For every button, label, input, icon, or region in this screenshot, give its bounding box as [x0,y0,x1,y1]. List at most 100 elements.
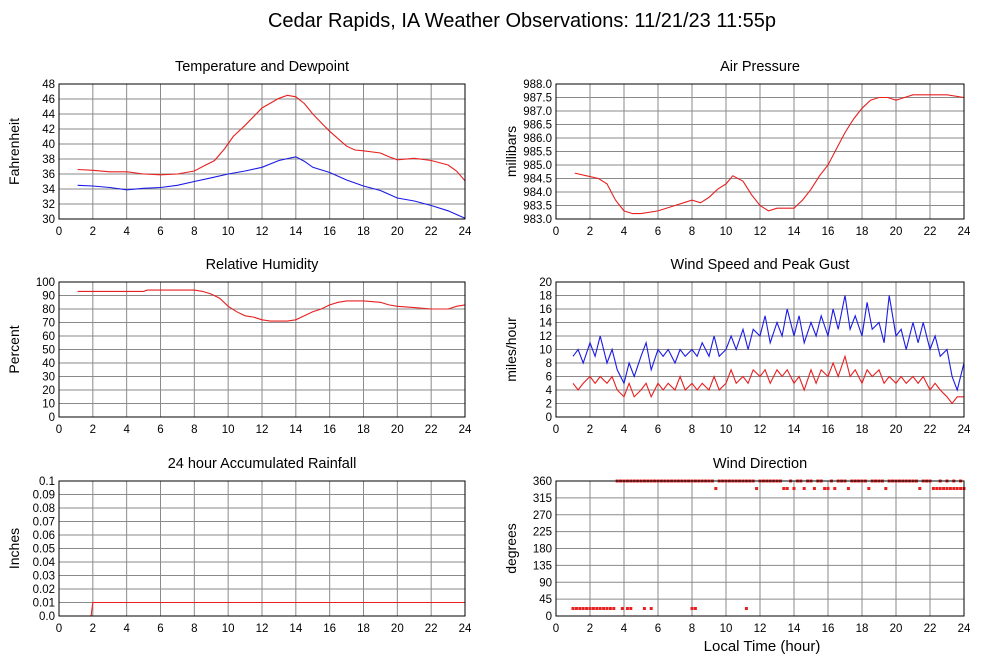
wdir-ytick-label: 135 [533,560,552,572]
wdir-point [945,487,949,490]
wdir-xtick-label: 14 [788,623,801,635]
wdir-xtick-label: 24 [958,623,971,635]
wdir-point [649,607,653,610]
rain-title: 24 hour Accumulated Rainfall [168,456,357,472]
wdir-point [714,487,718,490]
pres-ytick-label: 984.5 [523,174,552,186]
wind-xtick-label: 24 [958,424,971,436]
temp-xtick-label: 22 [425,226,438,238]
rh-xtick-label: 14 [289,424,302,436]
temp-ytick-label: 36 [42,169,55,181]
rain-ytick-label: 0.09 [33,490,55,502]
pres-xtick-label: 18 [856,226,869,238]
rain-xtick-label: 6 [157,623,163,635]
wdir-point [591,607,595,610]
pres-xtick-label: 10 [720,226,733,238]
rain-xtick-label: 12 [256,623,269,635]
wind-xtick-label: 12 [754,424,767,436]
wdir-point [942,487,946,490]
wind-xtick-label: 2 [587,424,593,436]
temp-ytick-label: 34 [42,184,55,196]
temp-ytick-label: 40 [42,139,55,151]
rain-xtick-label: 20 [391,623,404,635]
wind-ytick-label: 6 [546,372,552,384]
rh-ytick-label: 40 [42,358,55,370]
pres-plot-frame [555,83,965,220]
pres-ytick-label: 987.0 [523,106,552,118]
temp-plot-frame [58,83,466,220]
wdir-point [578,607,582,610]
temp-xtick-label: 18 [357,226,370,238]
rain-xtick-label: 10 [222,623,235,635]
wdir-point [612,607,616,610]
rh-xtick-label: 10 [222,424,235,436]
pres-xtick-label: 2 [587,226,593,238]
temp-xtick-label: 0 [56,226,62,238]
rh-xtick-label: 20 [391,424,404,436]
pres-ytick-label: 986.0 [523,133,552,145]
wdir-xtick-label: 12 [754,623,767,635]
temp-xtick-label: 4 [123,226,130,238]
wdir-ytick-label: 225 [533,527,552,539]
x-axis-label: Local Time (hour) [704,638,821,655]
wind-ytick-label: 12 [539,331,552,343]
wdir-xtick-label: 0 [553,623,559,635]
temp-ytick-label: 42 [42,124,55,136]
wdir-point [938,487,942,490]
pres-xtick-label: 24 [958,226,971,238]
rain-ytick-label: 0.05 [33,544,55,556]
wdir-plot-frame [555,480,965,617]
wdir-xtick-label: 18 [856,623,869,635]
rh-xtick-label: 22 [425,424,438,436]
wdir-point [846,487,850,490]
wdir-xtick-label: 8 [689,623,695,635]
pres-ytick-label: 988.0 [523,79,552,91]
rain-ytick-label: 0.01 [33,598,55,610]
wind-series-line-0 [572,295,965,392]
rh-xtick-label: 24 [459,424,472,436]
wind-ytick-label: 2 [546,399,552,411]
wdir-point [782,487,786,490]
rh-xtick-label: 0 [56,424,62,436]
wind-ytick-label: 8 [546,358,552,370]
temp-xtick-label: 8 [191,226,197,238]
wdir-ytick-label: 90 [539,577,552,589]
wind-ytick-label: 0 [546,412,552,424]
rh-xtick-label: 2 [90,424,96,436]
wind-xtick-label: 16 [822,424,835,436]
wdir-title: Wind Direction [713,456,807,472]
wdir-xtick-label: 16 [822,623,835,635]
rh-xtick-label: 8 [191,424,197,436]
rain-xtick-label: 4 [123,623,130,635]
rain-ytick-label: 0.03 [33,571,55,583]
rain-xtick-label: 22 [425,623,438,635]
rh-ytick-label: 0 [49,412,55,424]
temp-xtick-label: 24 [459,226,472,238]
rh-ytick-label: 70 [42,318,55,330]
wdir-point [955,487,959,490]
wdir-xtick-label: 4 [621,623,628,635]
wdir-point [690,607,694,610]
wdir-xtick-label: 22 [924,623,937,635]
temp-ytick-label: 46 [42,94,55,106]
wind-xtick-label: 4 [621,424,628,436]
wdir-point [588,607,592,610]
pres-xtick-label: 6 [655,226,661,238]
rain-xtick-label: 24 [459,623,472,635]
wind-plot-frame [555,281,965,418]
wind-xtick-label: 0 [553,424,559,436]
rain-ytick-label: 0.02 [33,584,55,596]
wdir-point [959,487,963,490]
wdir-point [935,487,939,490]
pres-xtick-label: 20 [890,226,903,238]
rain-ytick-label: 0.0 [39,611,55,623]
rh-xtick-label: 12 [256,424,269,436]
wdir-ytick-label: 270 [533,510,552,522]
temp-ytick-label: 44 [42,109,55,121]
pres-series-line-0 [574,94,965,215]
temp-xtick-label: 10 [222,226,235,238]
wdir-point [812,487,816,490]
